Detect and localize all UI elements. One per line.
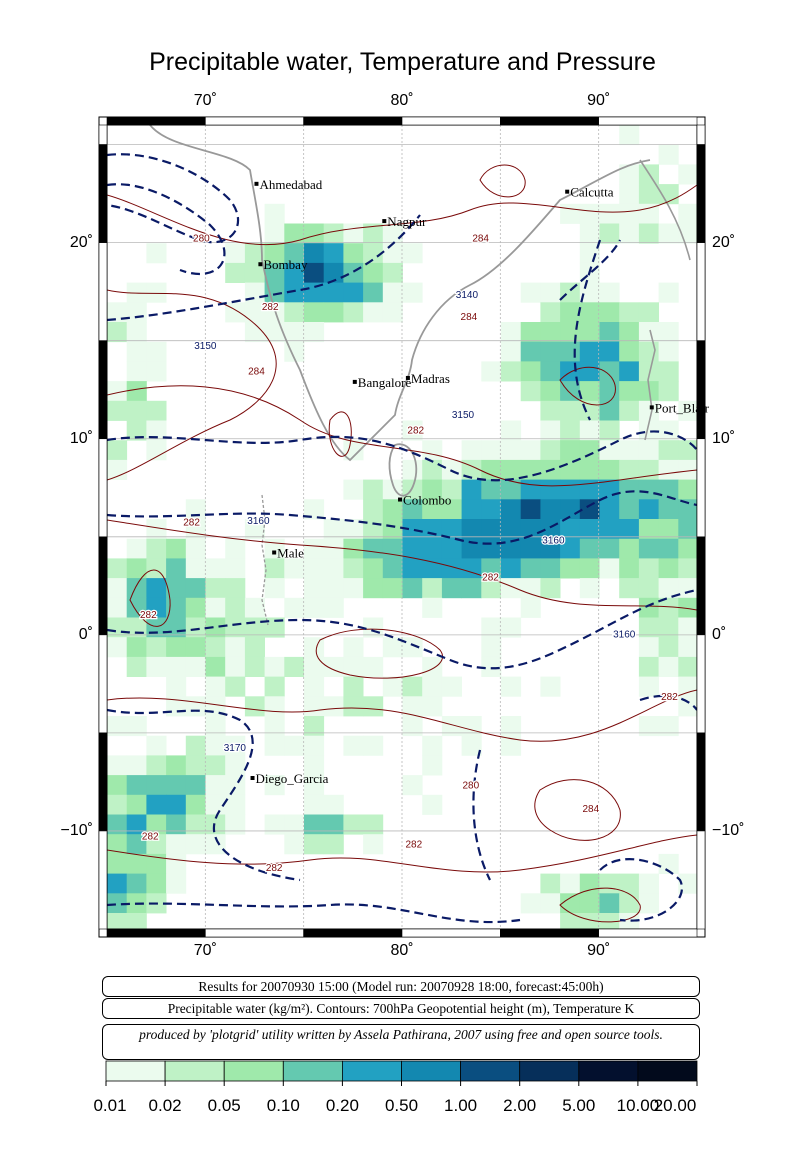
city-male: Male — [272, 545, 304, 560]
lat-tick-left: 0˚ — [78, 625, 93, 643]
contour-label: 282 — [407, 426, 424, 437]
lat-tick-right: −10˚ — [712, 821, 745, 839]
lat-tick-left: −10˚ — [60, 821, 93, 839]
contour-label: 3170 — [224, 743, 247, 754]
city-dot — [382, 219, 387, 224]
contour-label: 3140 — [456, 290, 479, 301]
lat-tick-left: 20˚ — [69, 233, 93, 251]
colorbar-swatch — [578, 1060, 639, 1082]
colorbar-swatch — [401, 1060, 461, 1082]
lon-tick-bottom: 80˚ — [390, 942, 414, 959]
city-dot — [250, 776, 255, 781]
contour-label: 3150 — [452, 410, 475, 421]
lat-tick-right: 10˚ — [712, 429, 736, 447]
contour-label: 282 — [661, 692, 678, 703]
contour-label: 3160 — [613, 629, 636, 640]
city-colombo: Colombo — [398, 493, 451, 508]
city-dot — [258, 262, 263, 267]
lon-tick-top: 80˚ — [390, 92, 414, 109]
colorbar-label: 0.50 — [384, 1096, 419, 1115]
credit-note: produced by 'plotgrid' utility written b… — [102, 1024, 700, 1060]
city-label: Madras — [411, 371, 450, 386]
contour-label: 3160 — [542, 535, 565, 546]
contour-label: 282 — [140, 610, 157, 621]
city-label: Male — [277, 545, 304, 560]
lat-tick-right: 20˚ — [712, 233, 736, 251]
lon-tick-bottom: 70˚ — [193, 942, 217, 959]
city-calcutta: Calcutta — [565, 185, 614, 200]
lat-tick-right: 0˚ — [712, 625, 727, 643]
lon-tick-top: 70˚ — [193, 92, 217, 109]
city-dot — [352, 379, 357, 384]
colorbar-label: 10.00 — [616, 1096, 660, 1115]
city-label: Ahmedabad — [259, 177, 322, 192]
city-label: Nagpur — [387, 214, 427, 229]
results-note: Results for 20070930 15:00 (Model run: 2… — [102, 976, 700, 997]
city-label: Calcutta — [570, 185, 614, 200]
contour-label: 3150 — [194, 341, 217, 352]
contour-lines — [107, 153, 697, 924]
colorbar-swatch — [519, 1060, 580, 1082]
colorbar-swatch — [164, 1060, 225, 1082]
colorbar-label: 0.20 — [325, 1096, 359, 1115]
contour-label: 282 — [262, 302, 279, 313]
city-madras: Madras — [405, 371, 450, 386]
lon-tick-top: 90˚ — [587, 92, 611, 109]
contour-label: 282 — [266, 863, 283, 874]
city-port-blair: Port_Blair — [649, 400, 710, 415]
city-dot — [405, 375, 410, 380]
colorbar-swatch — [341, 1060, 402, 1082]
colorbar-label: 0.02 — [148, 1096, 182, 1115]
colorbar-label: 0.05 — [207, 1096, 241, 1115]
contour-label: 282 — [142, 831, 159, 842]
city-bombay: Bombay — [258, 257, 308, 272]
city-label: Port_Blair — [655, 400, 710, 415]
precipitable-water-field — [107, 125, 697, 929]
city-bangalore: Bangalore — [352, 375, 412, 390]
city-dot — [649, 405, 654, 410]
lat-tick-left: 10˚ — [69, 429, 93, 447]
city-dot — [254, 181, 259, 186]
city-dot — [398, 497, 403, 502]
colorbar-swatch — [105, 1060, 166, 1082]
colorbar — [105, 1060, 698, 1086]
city-ahmedabad: Ahmedabad — [254, 177, 323, 192]
contour-label: 284 — [461, 312, 478, 323]
colorbar-swatch — [460, 1060, 521, 1082]
colorbar-label: 0.10 — [266, 1096, 300, 1115]
contour-label: 284 — [582, 804, 599, 815]
colorbar-label: 1.00 — [444, 1096, 478, 1115]
colorbar-label: 2.00 — [503, 1096, 537, 1115]
city-diego-garcia: Diego_Garcia — [250, 771, 329, 786]
lon-tick-bottom: 90˚ — [587, 942, 611, 959]
city-dot — [272, 550, 277, 555]
contour-label: 282 — [405, 839, 422, 850]
city-label: Colombo — [403, 493, 451, 508]
contour-label: 284 — [248, 367, 265, 378]
contour-label: 284 — [472, 233, 489, 244]
map-title: Precipitable water, Temperature and Pres… — [149, 48, 656, 76]
contour-labels: 280 284 282 3140 284 3150 284 3150 282 282 3160 316… — [139, 232, 680, 875]
city-label: Bangalore — [358, 375, 412, 390]
colorbar-label: 20.00 — [653, 1096, 697, 1115]
legend-note: Precipitable water (kg/m²). Contours: 70… — [102, 998, 700, 1019]
contour-label: 3160 — [247, 516, 270, 527]
contour-label: 282 — [482, 573, 499, 584]
contour-label: 282 — [183, 518, 200, 529]
contour-label: 280 — [193, 233, 210, 244]
colorbar-swatch — [223, 1060, 284, 1082]
colorbar-label: 0.01 — [93, 1096, 127, 1115]
city-label: Diego_Garcia — [256, 771, 329, 786]
map-frame — [98, 116, 706, 938]
city-dot — [565, 189, 570, 194]
colorbar-label: 5.00 — [562, 1096, 596, 1115]
colorbar-swatch — [282, 1060, 343, 1082]
contour-label: 280 — [462, 780, 479, 791]
city-label: Bombay — [263, 257, 308, 272]
colorbar-swatch — [637, 1060, 698, 1082]
city-nagpur: Nagpur — [382, 214, 427, 229]
